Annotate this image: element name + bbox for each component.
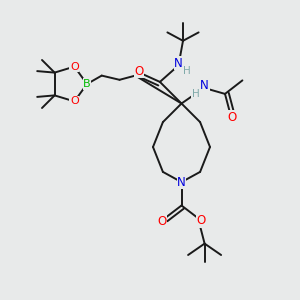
Text: N: N: [200, 79, 209, 92]
Text: N: N: [174, 56, 183, 70]
Text: O: O: [158, 214, 166, 228]
Text: H: H: [192, 89, 200, 100]
Text: B: B: [83, 79, 91, 89]
Text: N: N: [177, 176, 186, 189]
Text: O: O: [134, 64, 143, 78]
Text: O: O: [70, 96, 79, 106]
Text: O: O: [227, 111, 236, 124]
Text: O: O: [70, 61, 79, 72]
Text: H: H: [183, 66, 191, 76]
Text: O: O: [196, 214, 206, 227]
